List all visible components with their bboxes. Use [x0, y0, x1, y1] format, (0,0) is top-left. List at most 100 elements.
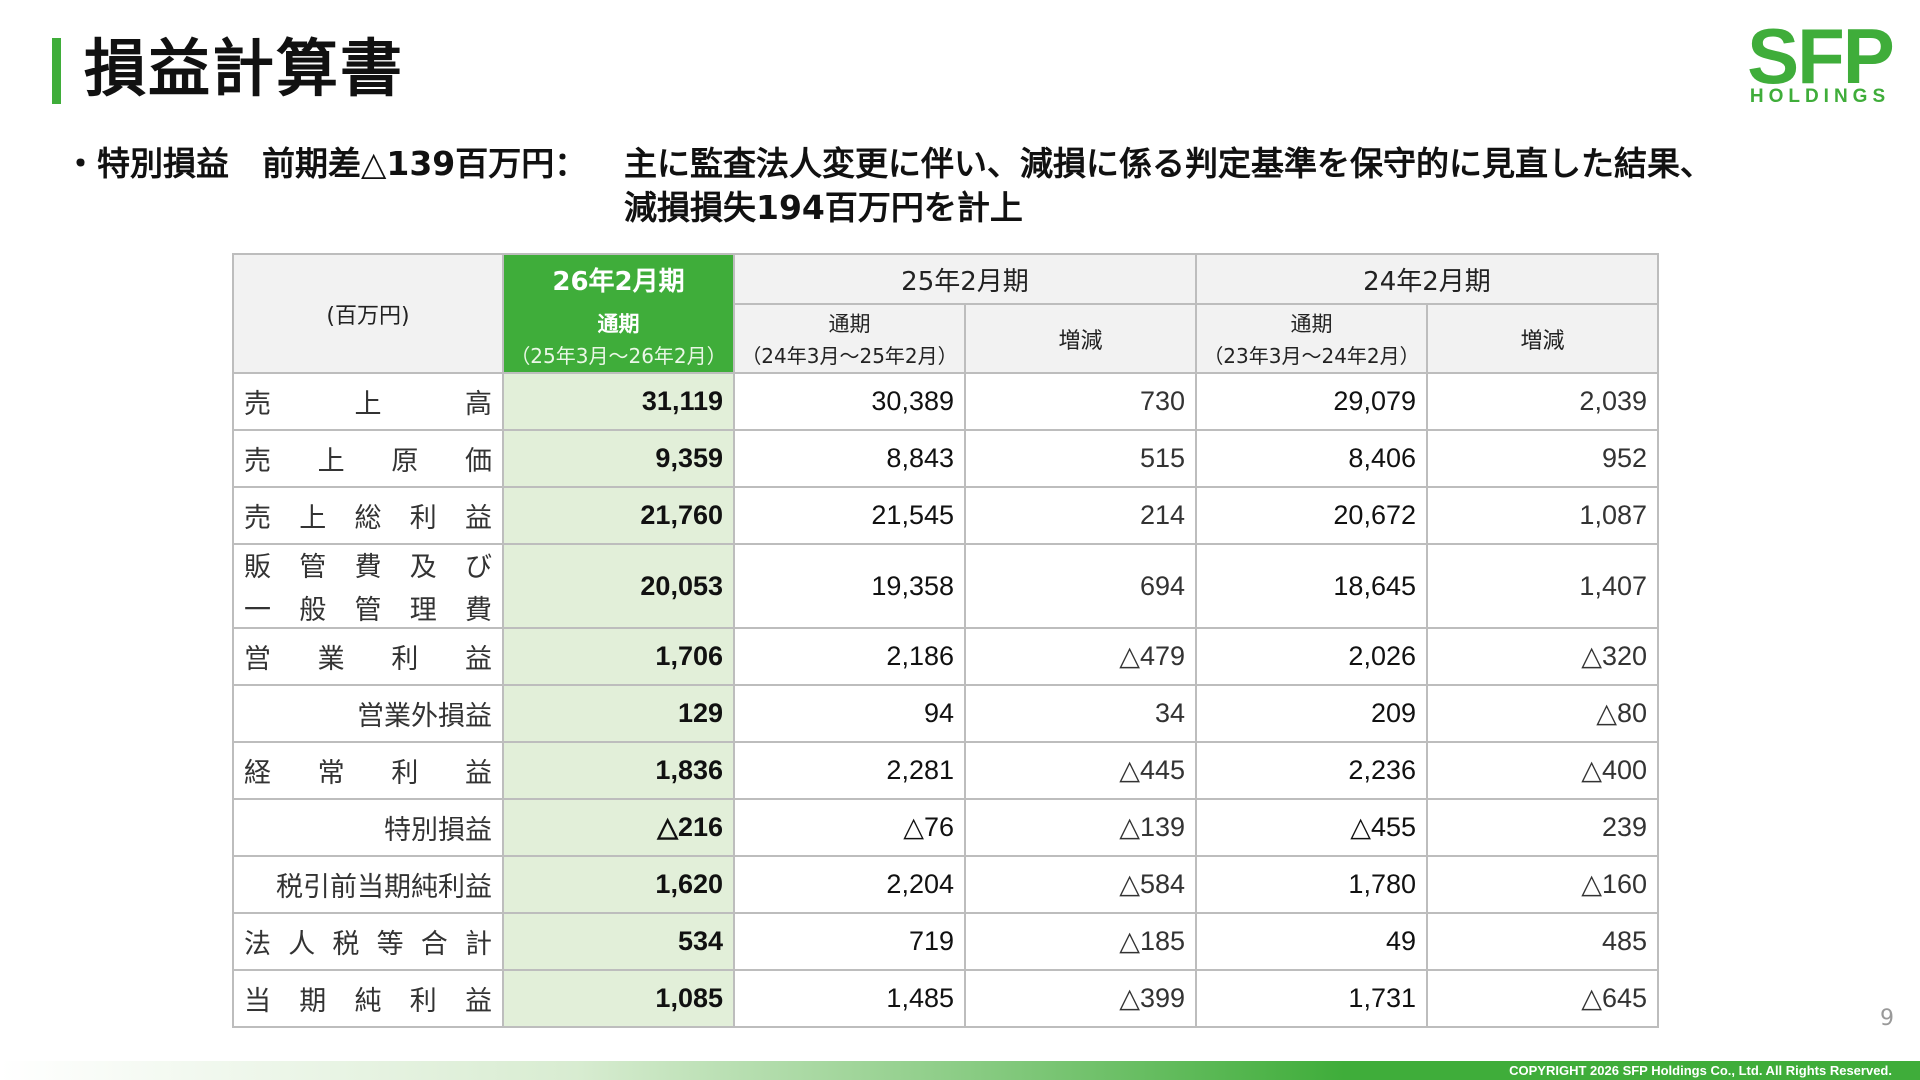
prev1-diff-header: 増減 — [964, 303, 1197, 374]
row-label: 売上原価 — [232, 429, 504, 488]
row-label-char: 益 — [464, 644, 492, 675]
title-accent-bar — [52, 38, 61, 104]
prev1-diff: 694 — [964, 543, 1197, 629]
row-label-char: 益 — [465, 503, 492, 534]
row-label-char: 価 — [464, 446, 492, 477]
row-label-char: 理 — [409, 595, 437, 626]
prev2-subheader: 通期 （23年3月～24年2月） — [1195, 303, 1428, 374]
row-label-char: 売 — [244, 446, 271, 477]
current-value: 1,836 — [502, 741, 735, 800]
row-label-char: 常 — [317, 758, 345, 789]
prev2-subheader-label: 通期 — [1290, 311, 1333, 336]
prev2-diff: △80 — [1426, 684, 1659, 743]
row-label-char: 売 — [244, 503, 271, 534]
prev2-diff: 2,039 — [1426, 372, 1659, 431]
row-label: 販管費及び一般管理費 — [232, 543, 504, 629]
current-value: 20,053 — [502, 543, 735, 629]
row-label-char: 管 — [299, 552, 327, 583]
row-label-char: 利 — [409, 503, 437, 534]
row-label-char: 及 — [409, 552, 437, 583]
row-label: 特別損益 — [232, 798, 504, 857]
company-logo: SFP HOLDINGS — [1740, 16, 1900, 114]
row-label-char: 法 — [244, 929, 271, 960]
page-title: 損益計算書 — [84, 32, 405, 105]
note-line-2: 減損損失194百万円を計上 — [624, 188, 1023, 227]
prev1-value: 719 — [733, 912, 966, 971]
unit-header: (百万円) — [232, 253, 504, 374]
prev2-diff-header: 増減 — [1426, 303, 1659, 374]
table-row: 法人税等合計 534 719 △185 49 485 — [232, 912, 1659, 971]
prev1-value: 2,281 — [733, 741, 966, 800]
row-label: 売上高 — [232, 372, 504, 431]
prev2-diff: △160 — [1426, 855, 1659, 914]
row-label-char: 税 — [332, 929, 360, 960]
footer-gradient-bar — [0, 1061, 1920, 1080]
row-label-char: 売 — [244, 389, 271, 420]
prev1-value: 8,843 — [733, 429, 966, 488]
table-row: 営 業 利 益 1,706 2,186 △479 2,026 △320 — [232, 627, 1659, 686]
row-label-char: 計 — [464, 929, 492, 960]
prev2-period-header: 24年2月期 — [1195, 253, 1659, 305]
current-subheader-range: （25年3月～26年2月） — [510, 344, 727, 368]
prev1-diff: 214 — [964, 486, 1197, 545]
prev2-value: 49 — [1195, 912, 1428, 971]
row-label-char: 上 — [299, 503, 327, 534]
table-row: 売上総利益 21,760 21,545 214 20,672 1,087 — [232, 486, 1659, 545]
note-line-1: 主に監査法人変更に伴い、減損に係る判定基準を保守的に見直した結果、 — [624, 144, 1713, 183]
current-value: 9,359 — [502, 429, 735, 488]
row-label-char: 一 — [244, 595, 271, 626]
income-statement-table: (百万円) 26年2月期 25年2月期 24年2月期 通期 （25年3月～26年… — [232, 253, 1659, 1028]
prev1-value: 2,186 — [733, 627, 966, 686]
logo-main-text: SFP — [1747, 12, 1895, 100]
row-label-char: 経 — [244, 758, 271, 789]
prev2-diff: △320 — [1426, 627, 1659, 686]
current-value: 1,706 — [502, 627, 735, 686]
table-row: 経 常 利 益 1,836 2,281 △445 2,236 △400 — [232, 741, 1659, 800]
prev2-value: 209 — [1195, 684, 1428, 743]
row-label: 営業外損益 — [232, 684, 504, 743]
prev2-diff: 485 — [1426, 912, 1659, 971]
table-row: 売 上 高 31,119 30,389 730 29,079 2,039 — [232, 372, 1659, 431]
current-value: △216 — [502, 798, 735, 857]
table-row: 営業外損益 129 94 34 209 △80 — [232, 684, 1659, 743]
row-label-char: 業 — [317, 644, 345, 675]
prev1-subheader: 通期 （24年3月～25年2月） — [733, 303, 966, 374]
prev2-value: 8,406 — [1195, 429, 1428, 488]
prev1-diff: △399 — [964, 969, 1197, 1028]
current-value: 129 — [502, 684, 735, 743]
row-label-char: 当 — [244, 986, 271, 1017]
prev1-diff: △139 — [964, 798, 1197, 857]
row-label: 営業利益 — [232, 627, 504, 686]
table-row: 販管費及び一般管理費 20,053 19,358 694 18,645 1,407 — [232, 543, 1659, 629]
current-period-header: 26年2月期 — [502, 253, 735, 304]
row-label-char: 原 — [391, 446, 419, 477]
row-label: 売上総利益 — [232, 486, 504, 545]
current-value: 534 — [502, 912, 735, 971]
current-value: 31,119 — [502, 372, 735, 431]
row-label-char: 上 — [317, 446, 345, 477]
prev2-diff: 1,407 — [1426, 543, 1659, 629]
row-label-char: 合 — [420, 929, 448, 960]
prev2-diff: △645 — [1426, 969, 1659, 1028]
prev1-diff: 730 — [964, 372, 1197, 431]
current-value: 21,760 — [502, 486, 735, 545]
prev1-diff: 34 — [964, 684, 1197, 743]
prev1-diff: △445 — [964, 741, 1197, 800]
row-label-char: 高 — [465, 389, 492, 420]
row-label-char: 費 — [465, 595, 492, 626]
prev1-value: △76 — [733, 798, 966, 857]
explanation-note: ・特別損益 前期差△139百万円： 主に監査法人変更に伴い、減損に係る判定基準を… — [64, 142, 1713, 230]
current-subheader-label: 通期 — [597, 312, 640, 336]
row-label-char: び — [465, 552, 492, 583]
prev2-value: △455 — [1195, 798, 1428, 857]
prev2-diff: 952 — [1426, 429, 1659, 488]
row-label-char: 利 — [391, 758, 419, 789]
note-bullet: ・特別損益 前期差△139百万円： — [64, 144, 588, 183]
prev1-diff: △479 — [964, 627, 1197, 686]
row-label: 税引前当期純利益 — [232, 855, 504, 914]
prev1-value: 30,389 — [733, 372, 966, 431]
row-label: 法人税等合計 — [232, 912, 504, 971]
prev2-value: 18,645 — [1195, 543, 1428, 629]
prev1-subheader-label: 通期 — [828, 311, 871, 336]
prev1-value: 2,204 — [733, 855, 966, 914]
